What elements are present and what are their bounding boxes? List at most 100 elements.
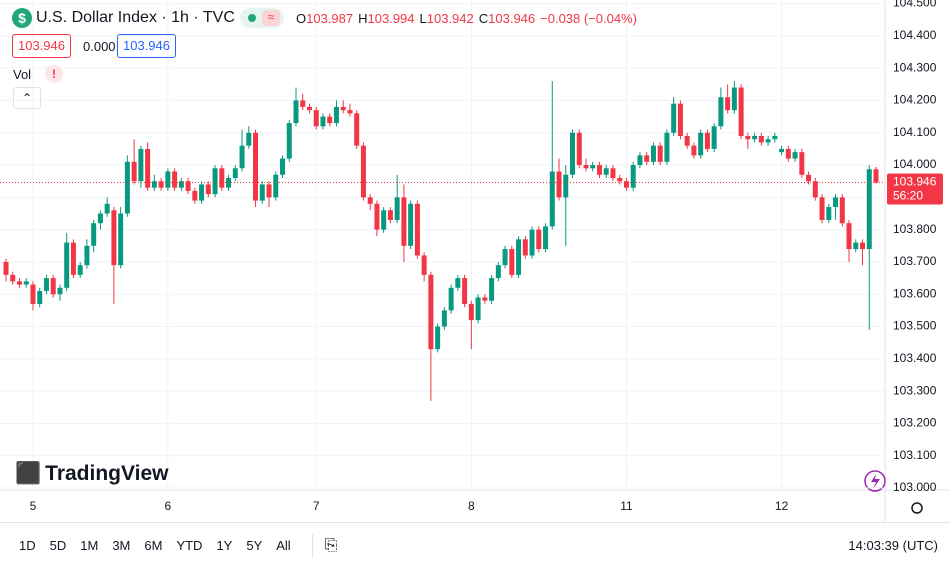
candle-body xyxy=(671,103,677,133)
candle-body xyxy=(441,310,447,327)
candle-body xyxy=(799,152,805,175)
candle-body xyxy=(205,184,211,195)
candle-body xyxy=(23,281,29,285)
candle-body xyxy=(387,210,393,220)
y-tick-label: 104.100 xyxy=(893,125,937,139)
candle-body xyxy=(839,197,845,224)
candle-body xyxy=(306,106,312,111)
settings-icon[interactable] xyxy=(911,502,923,514)
candle-body xyxy=(124,161,130,214)
candle-body xyxy=(77,265,83,275)
candle-body xyxy=(259,184,265,201)
range-button[interactable]: YTD xyxy=(176,538,203,553)
candle-body xyxy=(401,197,407,246)
y-tick-label: 103.700 xyxy=(893,254,937,268)
y-tick-label: 103.500 xyxy=(893,319,937,333)
range-button[interactable]: 1M xyxy=(80,538,99,553)
y-tick-label: 103.000 xyxy=(893,480,937,494)
volume-label: Vol xyxy=(13,67,32,82)
candle-body xyxy=(30,284,36,304)
candle-body xyxy=(435,326,441,350)
logo: ⬛ TradingView xyxy=(15,462,169,485)
candle-body xyxy=(475,297,481,321)
icon[interactable] xyxy=(864,470,886,492)
candle-body xyxy=(293,100,299,124)
candle-body xyxy=(360,145,366,198)
candle-body xyxy=(3,261,9,275)
last-price-box xyxy=(887,173,943,205)
range-button[interactable]: All xyxy=(276,538,291,553)
candle-body xyxy=(381,210,387,230)
candle-body xyxy=(590,165,596,169)
candle-body xyxy=(516,239,522,275)
candle-body xyxy=(596,165,602,175)
candle-body xyxy=(522,239,528,256)
candle-body xyxy=(16,281,22,285)
candle-body xyxy=(583,165,589,169)
range-button[interactable]: 1Y xyxy=(216,538,233,553)
candle-body xyxy=(354,113,360,146)
candle-body xyxy=(752,135,758,140)
candle-body xyxy=(91,223,97,246)
ask-box[interactable]: 103.946 xyxy=(117,34,176,58)
candle-body xyxy=(691,145,697,156)
candle-body xyxy=(549,171,555,227)
candle-body xyxy=(84,245,90,266)
range-button[interactable]: 1D xyxy=(19,538,36,553)
candle-body xyxy=(131,161,137,182)
candle-body xyxy=(97,213,103,224)
candle-body xyxy=(151,181,157,188)
y-tick-label: 104.200 xyxy=(893,93,937,107)
candle-body xyxy=(286,123,292,159)
candle-body xyxy=(779,148,785,153)
warning-icon[interactable]: ! xyxy=(45,65,63,83)
range-button[interactable]: 5D xyxy=(49,538,67,553)
candle-body xyxy=(833,197,839,208)
candle-body xyxy=(273,174,279,198)
candle-body xyxy=(698,132,704,156)
date-range-icon[interactable]: ⎘ xyxy=(324,536,338,554)
candle-body xyxy=(455,278,461,288)
candle-body xyxy=(145,148,151,188)
candle-body xyxy=(408,203,414,246)
candle-body xyxy=(792,152,798,159)
candle-body xyxy=(725,97,731,111)
candle-body xyxy=(617,177,623,182)
y-tick-label: 104.000 xyxy=(893,157,937,171)
candle-body xyxy=(482,297,488,301)
ohlc-value: 103.987 xyxy=(306,11,354,26)
x-tick-label: 5 xyxy=(30,499,37,513)
candle-body xyxy=(650,145,656,162)
range-button[interactable]: 5Y xyxy=(246,538,263,553)
candle-body xyxy=(684,135,690,146)
candle-body xyxy=(333,106,339,124)
candle-body xyxy=(556,171,562,198)
range-button[interactable]: 6M xyxy=(144,538,163,553)
collapse-button[interactable]: ⌃ xyxy=(13,87,41,109)
candle-body xyxy=(37,291,43,304)
candle-body xyxy=(448,287,454,311)
range-button[interactable]: 3M xyxy=(112,538,131,553)
clock[interactable]: 14:03:39 (UTC) xyxy=(848,538,938,553)
candle-body xyxy=(219,168,225,188)
candle-body xyxy=(853,242,859,250)
candle-body xyxy=(677,103,683,136)
candle-body xyxy=(199,184,205,201)
range-buttons: 1D 5D 1M 3M 6M YTD 1Y 5Y All xyxy=(12,538,298,553)
candle-body xyxy=(873,169,879,183)
candle-body xyxy=(158,181,164,188)
candle-body xyxy=(320,116,326,127)
candle-body xyxy=(347,110,353,114)
candle-body xyxy=(246,132,252,146)
candle-body xyxy=(860,242,866,250)
candle-body xyxy=(340,106,346,111)
x-tick-label: 6 xyxy=(165,499,172,513)
bid-box[interactable]: 103.946 xyxy=(12,34,71,58)
symbol-title[interactable]: U.S. Dollar Index · 1h · TVC xyxy=(36,9,235,26)
candle-body xyxy=(70,242,76,275)
icon xyxy=(871,474,880,489)
x-tick-label: 12 xyxy=(775,499,789,513)
candle-body xyxy=(502,249,508,266)
y-tick-label: 103.200 xyxy=(893,416,937,430)
